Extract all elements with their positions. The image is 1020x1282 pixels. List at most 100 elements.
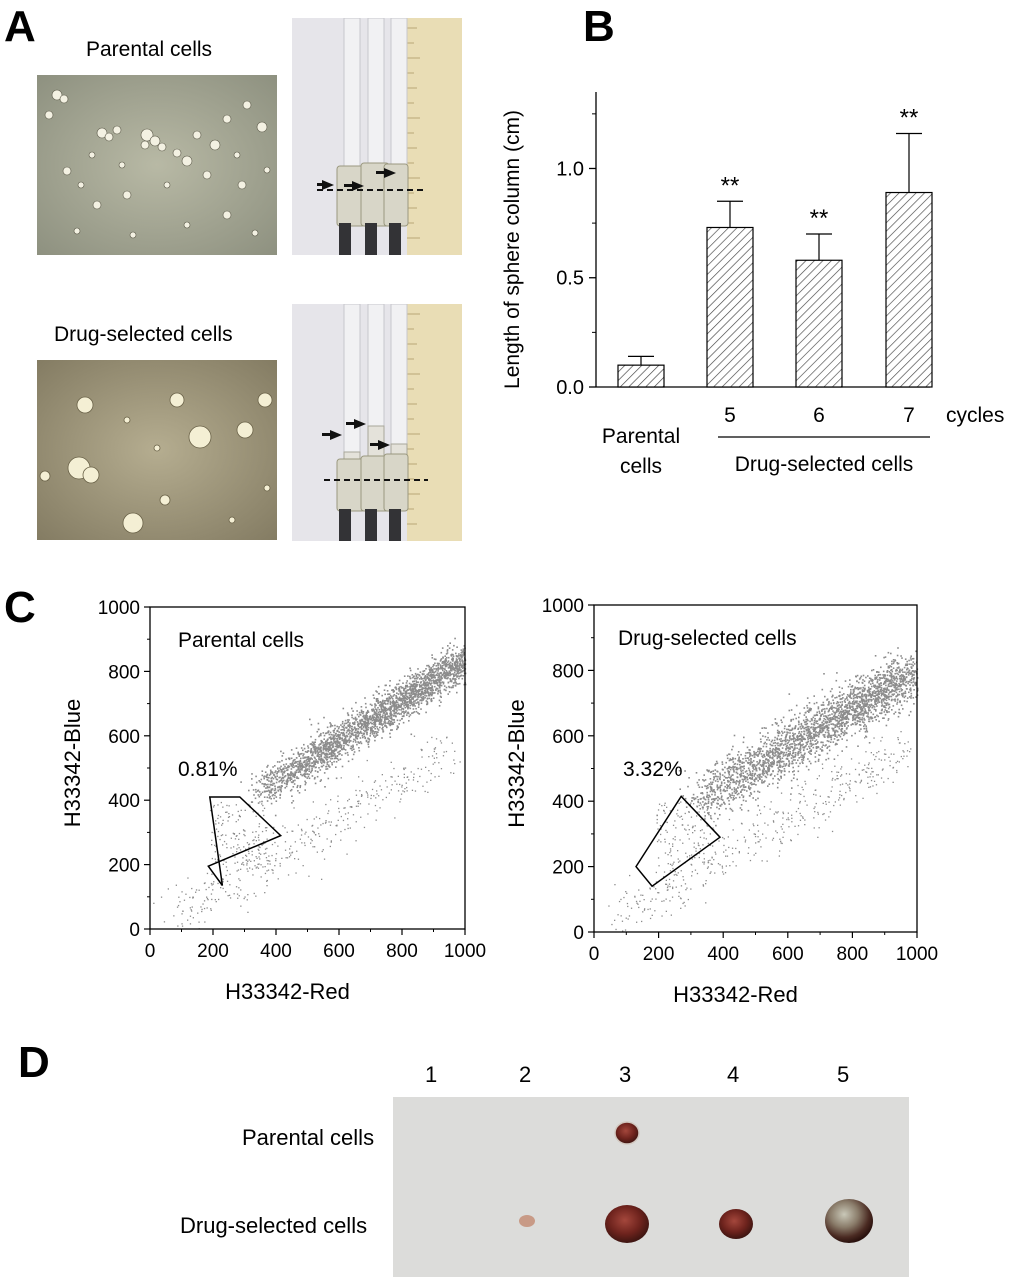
scatter-point [779, 764, 781, 766]
scatter-point [859, 701, 861, 703]
scatter-point [429, 692, 431, 694]
scatter-point [412, 688, 414, 690]
scatter-point [847, 725, 849, 727]
scatter-point [734, 735, 736, 737]
scatter-point [337, 738, 339, 740]
scatter-point [314, 818, 315, 819]
scatter-point [425, 712, 427, 714]
scatter-point [355, 717, 357, 719]
scatter-point [428, 756, 429, 757]
scatter-point [370, 730, 372, 732]
scatter-point [426, 695, 428, 697]
scatter-point [217, 883, 218, 884]
scatter-point [191, 910, 192, 911]
scatter-point [177, 925, 178, 926]
scatter-point [386, 710, 388, 712]
scatter-point [455, 682, 457, 684]
scatter-point [836, 680, 838, 682]
scatter-point [741, 794, 743, 796]
scatter-point [809, 721, 811, 723]
scatter-point [343, 726, 345, 728]
scatter-point [820, 724, 822, 726]
scatter-point [398, 700, 400, 702]
scatter-point [313, 743, 315, 745]
scatter-point [885, 685, 887, 687]
scatter-point [796, 779, 798, 781]
scatter-point [738, 758, 740, 760]
scatter-point [410, 670, 412, 672]
scatter-point [340, 729, 342, 731]
scatter-point [266, 848, 267, 849]
scatter-point [399, 713, 401, 715]
scatter-point [747, 773, 749, 775]
scatter-point [815, 743, 817, 745]
gate-percent: 0.81% [178, 758, 238, 781]
scatter-point [904, 700, 906, 702]
scatter-point [264, 853, 265, 854]
scatter-point [197, 913, 198, 914]
scatter-point [211, 884, 212, 885]
scatter-point [911, 678, 913, 680]
scatter-point [839, 686, 841, 688]
scatter-point [212, 832, 213, 833]
scatter-point [403, 705, 405, 707]
scatter-point [868, 682, 870, 684]
scatter-point [446, 674, 448, 676]
scatter-point [278, 790, 280, 792]
scatter-point [269, 792, 271, 794]
scatter-point [411, 712, 413, 714]
scatter-point [827, 737, 829, 739]
scatter-point [818, 759, 820, 761]
scatter-point [830, 721, 832, 723]
scatter-point [332, 734, 334, 736]
scatter-point [889, 706, 891, 708]
scatter-point [309, 778, 311, 780]
scatter-point [340, 840, 341, 841]
scatter-point [722, 769, 724, 771]
scatter-point [393, 712, 395, 714]
scatter-point [767, 737, 769, 739]
scatter-point [403, 711, 405, 713]
scatter-point [756, 770, 758, 772]
scatter-point [893, 678, 895, 680]
scatter-point [410, 693, 412, 695]
scatter-point [361, 726, 363, 728]
scatter-point [441, 667, 443, 669]
scatter-point [786, 734, 788, 736]
scatter-point [793, 774, 795, 776]
scatter-point [323, 765, 325, 767]
scatter-point [402, 693, 404, 695]
scatter-point [374, 721, 376, 723]
scatter-point [240, 849, 241, 850]
scatter-point [317, 852, 318, 853]
scatter-point [415, 678, 417, 680]
scatter-point [297, 785, 299, 787]
scatter-point [459, 683, 461, 685]
scatter-point [432, 669, 434, 671]
scatter-point [360, 737, 362, 739]
scatter-point [824, 712, 826, 714]
scatter-point [317, 827, 318, 828]
scatter-point [784, 731, 786, 733]
scatter-point [854, 733, 856, 735]
scatter-point [376, 718, 378, 720]
scatter-point [413, 708, 415, 710]
scatter-point [792, 733, 794, 735]
scatter-point [351, 717, 353, 719]
scatter-point [713, 779, 715, 781]
scatter-point [347, 719, 349, 721]
scatter-point [424, 692, 426, 694]
scatter-point [342, 735, 344, 737]
scatter-point [835, 707, 837, 709]
scatter-point [782, 757, 784, 759]
scatter-point [763, 767, 765, 769]
scatter-point [218, 815, 219, 816]
scatter-point [767, 761, 769, 763]
scatter-point [433, 679, 435, 681]
scatter-point [438, 677, 440, 679]
scatter-point [759, 762, 761, 764]
scatter-point [351, 749, 353, 751]
scatter-point [423, 698, 425, 700]
scatter-point [319, 818, 320, 819]
scatter-point [840, 702, 842, 704]
